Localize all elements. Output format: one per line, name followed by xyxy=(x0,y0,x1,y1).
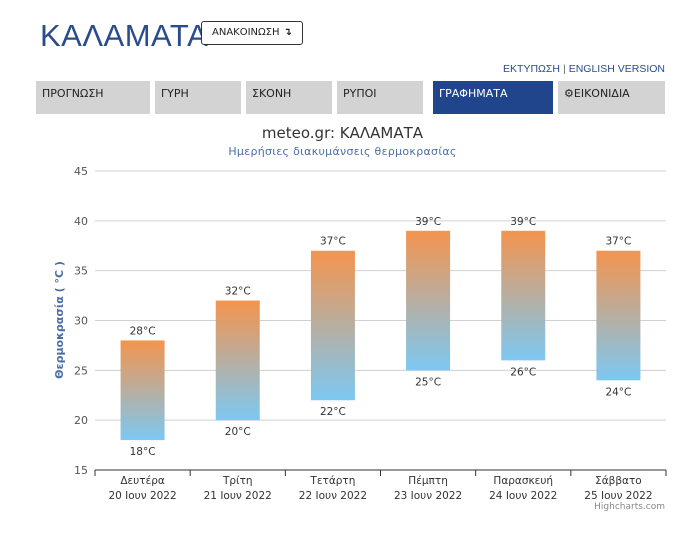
y-tick-label: 30 xyxy=(74,315,88,328)
arrow-down-icon: ↴ xyxy=(283,27,292,38)
high-temp-label: 39°C xyxy=(510,216,536,228)
announcement-button[interactable]: ΑΝΑΚΟΙΝΩΣΗ ↴ xyxy=(201,21,303,45)
x-category-date: 22 Ιουν 2022 xyxy=(299,490,367,502)
x-category-day: Τετάρτη xyxy=(309,475,355,487)
tab-icons[interactable]: ⚙ΕΙΚΟΝΙΔΙΑ xyxy=(558,81,665,114)
x-category-day: Παρασκευή xyxy=(493,475,553,487)
temperature-range-bar[interactable] xyxy=(310,250,355,401)
x-category-day: Δευτέρα xyxy=(120,475,165,487)
low-temp-label: 25°C xyxy=(415,376,441,388)
x-category-day: Σάββατο xyxy=(595,475,642,487)
low-temp-label: 20°C xyxy=(225,426,251,438)
y-tick-label: 35 xyxy=(74,265,88,278)
print-link[interactable]: ΕΚΤΥΠΩΣΗ xyxy=(503,63,560,75)
x-category-date: 20 Ιουν 2022 xyxy=(108,490,176,502)
top-links: ΕΚΤΥΠΩΣΗ | ENGLISH VERSION xyxy=(503,63,665,75)
tab-forecast[interactable]: ΠΡΟΓΝΩΣΗ xyxy=(36,81,150,114)
tab-label: ΡΥΠΟΙ xyxy=(343,87,377,100)
tab-label: ΣΚΟΝΗ xyxy=(252,87,292,100)
y-tick-label: 20 xyxy=(74,414,88,427)
temperature-range-bar[interactable] xyxy=(596,250,641,381)
low-temp-label: 18°C xyxy=(130,446,156,458)
high-temp-label: 32°C xyxy=(225,286,251,298)
chart-subtitle: Ημερήσιες διακυμάνσεις θερμοκρασίας xyxy=(228,145,457,158)
low-temp-label: 24°C xyxy=(605,386,631,398)
high-temp-label: 37°C xyxy=(605,236,631,248)
tab-pollutants[interactable]: ΡΥΠΟΙ xyxy=(337,81,423,114)
tab-label: ΠΡΟΓΝΩΣΗ xyxy=(42,87,104,100)
tab-label: ΓΥΡΗ xyxy=(161,87,189,100)
x-axis: Δευτέρα 20 Ιουν 2022 Τρίτη 21 Ιουν 2022 Τετά… xyxy=(94,470,667,502)
y-tick-label: 45 xyxy=(74,165,88,178)
x-category-day: Πέμπτη xyxy=(408,475,448,487)
chart-title: meteo.gr: ΚΑΛΑΜΑΤΑ xyxy=(261,124,424,142)
temperature-range-bar[interactable] xyxy=(406,230,451,371)
x-category-date: 23 Ιουν 2022 xyxy=(394,490,462,502)
high-temp-label: 28°C xyxy=(130,325,156,337)
x-category-date: 24 Ιουν 2022 xyxy=(489,490,557,502)
grid-lines xyxy=(95,170,666,471)
y-tick-label: 40 xyxy=(74,215,88,228)
low-temp-label: 22°C xyxy=(320,406,346,418)
tab-charts[interactable]: ΓΡΑΦΗΜΑΤΑ xyxy=(433,81,553,114)
temperature-range-bar[interactable] xyxy=(120,340,165,441)
x-category-day: Τρίτη xyxy=(222,475,253,487)
x-category-date: 21 Ιουν 2022 xyxy=(204,490,272,502)
english-version-link[interactable]: ENGLISH VERSION xyxy=(568,63,665,75)
high-temp-label: 39°C xyxy=(415,216,441,228)
x-category-date: 25 Ιουν 2022 xyxy=(584,490,652,502)
gear-icon: ⚙ xyxy=(564,87,574,100)
y-tick-label: 15 xyxy=(74,464,88,477)
highcharts-credit[interactable]: Highcharts.com xyxy=(594,502,665,512)
announcement-label: ΑΝΑΚΟΙΝΩΣΗ xyxy=(212,27,280,38)
tab-label: ΓΡΑΦΗΜΑΤΑ xyxy=(439,87,508,100)
y-tick-label: 25 xyxy=(74,364,88,377)
tab-dust[interactable]: ΣΚΟΝΗ xyxy=(246,81,332,114)
temperature-range-bar[interactable] xyxy=(501,230,546,361)
bars: 28°C 18°C 32°C 20°C 37°C 22°C 39°C 25°C 39°C 26°C… xyxy=(120,216,641,458)
y-axis-label: Θερμοκρασία ( °C ) xyxy=(53,261,66,379)
tab-pollen[interactable]: ΓΥΡΗ xyxy=(155,81,241,114)
temperature-range-bar[interactable] xyxy=(215,300,260,421)
high-temp-label: 37°C xyxy=(320,236,346,248)
link-separator: | xyxy=(562,63,566,75)
tab-label: ΕΙΚΟΝΙΔΙΑ xyxy=(573,87,630,100)
city-title: ΚΑΛΑΜΑΤΑ xyxy=(40,18,209,53)
low-temp-label: 26°C xyxy=(510,366,536,378)
y-axis-ticks: 15 20 25 30 35 40 45 xyxy=(74,165,88,477)
